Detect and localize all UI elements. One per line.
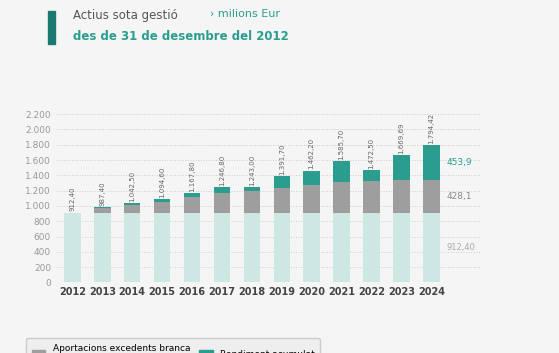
Bar bbox=[94, 213, 111, 282]
Bar bbox=[154, 213, 170, 282]
Text: 1.094,60: 1.094,60 bbox=[159, 166, 165, 198]
Text: 428,1: 428,1 bbox=[447, 192, 472, 201]
Bar bbox=[124, 213, 140, 282]
Bar bbox=[273, 176, 290, 188]
Bar bbox=[333, 161, 350, 182]
Bar bbox=[393, 213, 410, 282]
Text: 912,40: 912,40 bbox=[447, 243, 476, 252]
Bar bbox=[184, 197, 200, 213]
Bar bbox=[273, 188, 290, 213]
Legend: Aportacions excedents branca
jubilació CASS acumulades, Rendiment acumulat: Aportacions excedents branca jubilació C… bbox=[26, 338, 320, 353]
Bar bbox=[304, 185, 320, 213]
Bar bbox=[214, 213, 230, 282]
Bar bbox=[363, 213, 380, 282]
Text: 1.472,50: 1.472,50 bbox=[368, 138, 375, 169]
Bar bbox=[333, 182, 350, 213]
Text: 1.794,42: 1.794,42 bbox=[428, 113, 434, 144]
Text: › milions Eur: › milions Eur bbox=[210, 9, 280, 19]
Bar bbox=[423, 180, 439, 213]
Bar bbox=[363, 181, 380, 213]
Bar bbox=[304, 213, 320, 282]
Bar bbox=[124, 203, 140, 205]
Bar bbox=[94, 207, 111, 208]
Text: des de 31 de desembre del 2012: des de 31 de desembre del 2012 bbox=[73, 30, 288, 43]
Bar bbox=[333, 213, 350, 282]
Bar bbox=[244, 187, 260, 191]
Bar bbox=[214, 187, 230, 193]
Bar bbox=[393, 180, 410, 213]
Bar bbox=[154, 199, 170, 202]
Bar bbox=[184, 213, 200, 282]
Bar bbox=[154, 202, 170, 213]
Text: 1.167,80: 1.167,80 bbox=[189, 160, 195, 192]
Text: 453,9: 453,9 bbox=[447, 158, 472, 167]
Bar bbox=[64, 213, 80, 282]
Bar bbox=[244, 213, 260, 282]
Text: 1.669,69: 1.669,69 bbox=[399, 122, 405, 154]
Bar bbox=[94, 208, 111, 213]
Text: 1.585,70: 1.585,70 bbox=[339, 129, 344, 160]
Text: 1.462,20: 1.462,20 bbox=[309, 138, 315, 169]
Bar bbox=[363, 170, 380, 181]
Text: 987,40: 987,40 bbox=[100, 181, 105, 206]
Bar bbox=[184, 193, 200, 197]
Bar bbox=[393, 155, 410, 180]
Text: 1.391,70: 1.391,70 bbox=[279, 143, 285, 175]
Text: Actius sota gestió: Actius sota gestió bbox=[73, 9, 181, 22]
Bar bbox=[423, 213, 439, 282]
Bar bbox=[244, 191, 260, 213]
Text: 912,40: 912,40 bbox=[69, 187, 75, 211]
Bar bbox=[304, 170, 320, 185]
Text: 1.042,50: 1.042,50 bbox=[129, 170, 135, 202]
Bar bbox=[124, 205, 140, 213]
Text: 1.243,00: 1.243,00 bbox=[249, 155, 255, 186]
Text: 1.246,80: 1.246,80 bbox=[219, 155, 225, 186]
Bar bbox=[273, 213, 290, 282]
Bar bbox=[423, 145, 439, 180]
Bar bbox=[214, 193, 230, 213]
